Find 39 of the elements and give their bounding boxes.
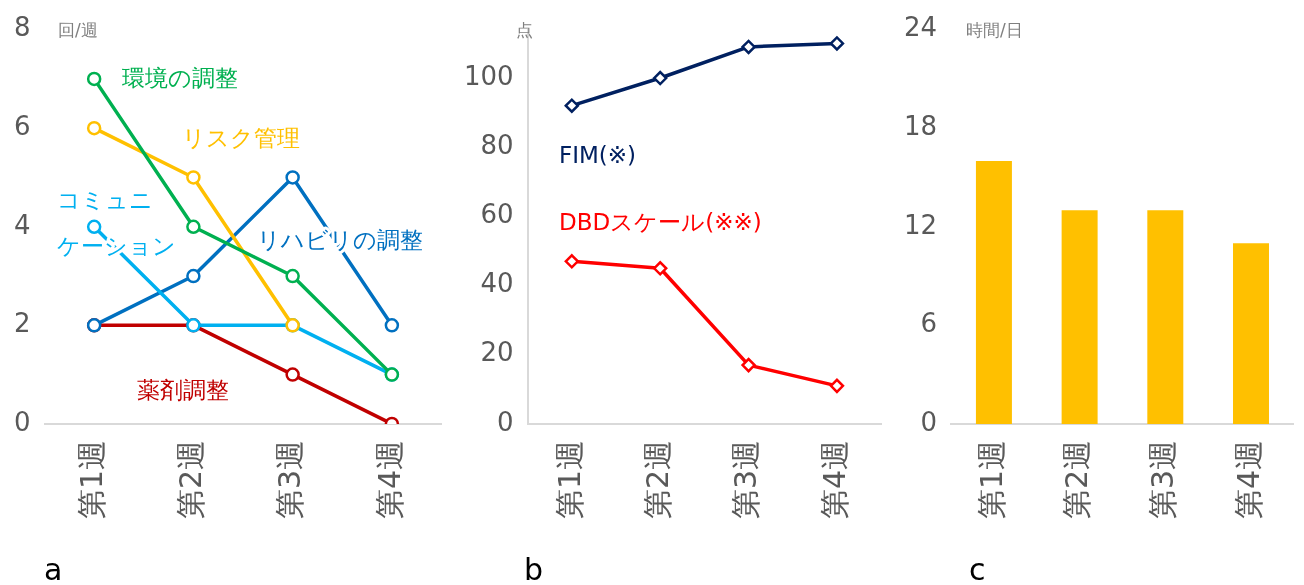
- x-tick-label: 第3週: [1145, 439, 1181, 520]
- x-tick-label: 第3週: [728, 439, 764, 520]
- y-axis-title: 点: [516, 20, 533, 41]
- x-tick-label: 第4週: [1230, 439, 1266, 520]
- y-tick-label: 0: [920, 406, 938, 437]
- y-tick-label: 2: [14, 308, 31, 339]
- y-tick-label: 0: [14, 406, 31, 437]
- y-tick-label: 20: [480, 337, 514, 368]
- x-tick-label: 第2週: [173, 439, 209, 520]
- series-label: 環境の調整: [122, 64, 238, 91]
- series-label: リスク管理: [182, 124, 300, 151]
- text: a: [44, 551, 63, 585]
- series-label: DBDスケール(※※): [559, 208, 762, 235]
- y-tick-label: 6: [920, 308, 938, 339]
- text: b: [524, 551, 544, 585]
- y-tick-label: 0: [497, 406, 514, 437]
- x-tick-label: 第2週: [1059, 439, 1095, 520]
- y-tick-label: 60: [480, 199, 514, 230]
- y-axis-title: 時間/日: [966, 20, 1023, 41]
- y-tick-label: 4: [14, 209, 31, 240]
- x-tick-label: 第1週: [551, 439, 587, 520]
- y-tick-label: 24: [903, 12, 938, 43]
- x-tick-label: 第1週: [73, 439, 109, 520]
- y-tick-label: 18: [903, 110, 938, 141]
- x-tick-label: 第4週: [371, 439, 407, 520]
- y-tick-label: 8: [14, 12, 31, 43]
- y-tick-label: 12: [903, 209, 938, 240]
- x-tick-label: 第3週: [272, 439, 308, 520]
- y-tick-label: 40: [480, 268, 514, 299]
- x-tick-label: 第2週: [639, 439, 675, 520]
- x-tick-label: 第4週: [816, 439, 852, 520]
- series-label: 薬剤調整: [137, 376, 229, 403]
- y-axis-title: 回/週: [58, 20, 98, 41]
- y-tick-label: 100: [463, 60, 514, 91]
- text: c: [969, 551, 986, 585]
- series-label: FIM(※): [559, 141, 637, 168]
- y-tick-label: 80: [480, 129, 514, 160]
- y-tick-label: 6: [14, 110, 31, 141]
- x-tick-label: 第1週: [973, 439, 1009, 520]
